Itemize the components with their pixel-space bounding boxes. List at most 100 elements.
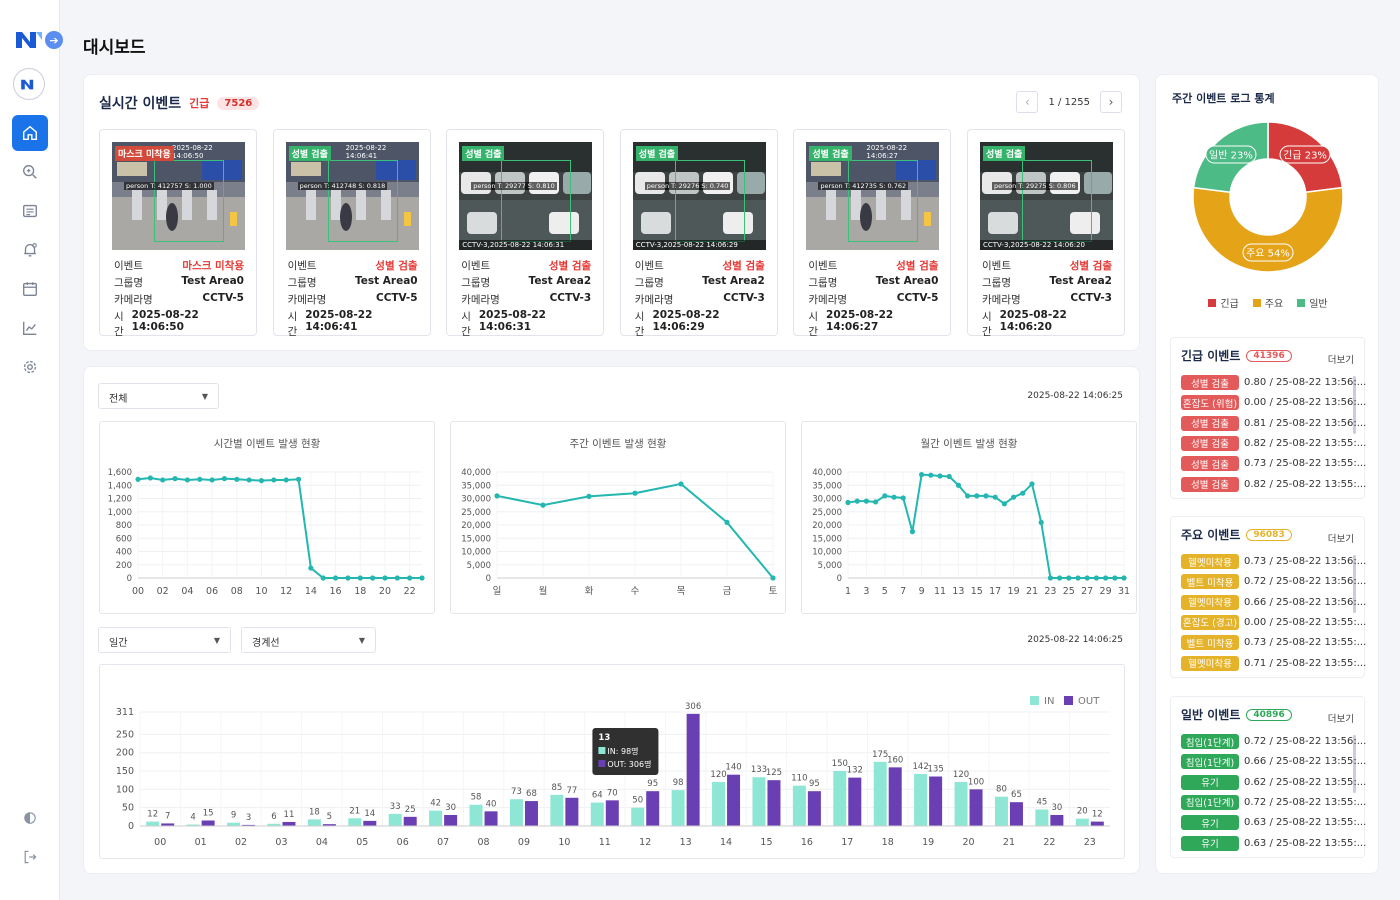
camera-label: 카메라명 xyxy=(808,294,848,306)
expand-sidebar-icon[interactable]: ➔ xyxy=(45,31,63,49)
list-item[interactable]: 성별 검출 0.81 / 25-08-22 13:56:... xyxy=(1181,415,1366,431)
event-card[interactable]: person T: 412735 S: 0.762 2025-08-22 14:… xyxy=(793,129,952,338)
list-item[interactable]: 헬멧미착용 0.71 / 25-08-22 13:55:... xyxy=(1181,655,1366,671)
prev-page-button[interactable]: ‹ xyxy=(1016,91,1039,113)
x-tick-label: 18 xyxy=(882,837,894,848)
area-filter-value: 전체 xyxy=(109,394,128,405)
detection-box xyxy=(1022,160,1092,242)
x-tick-label: 화 xyxy=(585,586,594,597)
list-item[interactable]: 유기 0.63 / 25-08-22 13:55:... xyxy=(1181,835,1366,851)
event-card[interactable]: person T: 29275 S: 0.806 성별 검출 CCTV-3,20… xyxy=(967,129,1125,338)
list-item[interactable]: 벨트 미착용 0.72 / 25-08-22 13:56:... xyxy=(1181,574,1366,590)
more-link[interactable]: 더보기 xyxy=(1327,355,1354,366)
list-item[interactable]: 침입(1단계) 0.72 / 25-08-22 13:56:... xyxy=(1181,734,1366,749)
bar-out xyxy=(403,816,417,826)
bar-in xyxy=(550,794,564,826)
list-item[interactable]: 혼잡도 (위험) 0.00 / 25-08-22 13:56:... xyxy=(1181,395,1366,411)
data-label: 12 xyxy=(1092,810,1103,820)
scrollbar[interactable] xyxy=(1353,735,1356,793)
data-point xyxy=(147,475,153,481)
list-item[interactable]: 성별 검출 0.82 / 25-08-22 13:55:... xyxy=(1181,435,1366,451)
data-label: 73 xyxy=(511,787,522,797)
event-card[interactable]: person T: 412748 S: 0.818 2025-08-22 14:… xyxy=(272,129,431,338)
list-item[interactable]: 헬멧미착용 0.66 / 25-08-22 13:56:... xyxy=(1181,594,1366,610)
list-item[interactable]: 헬멧미착용 0.73 / 25-08-22 13:56:... xyxy=(1181,554,1366,569)
x-tick-label: 15 xyxy=(971,586,983,597)
list-item[interactable]: 성별 검출 0.73 / 25-08-22 13:55:... xyxy=(1181,456,1366,472)
search-zoom-icon[interactable] xyxy=(12,154,48,190)
data-point xyxy=(1001,501,1007,507)
event-card[interactable]: person T: 29277 S: 0.810 성별 검출 CCTV-3,20… xyxy=(446,129,605,338)
bar-in xyxy=(712,782,726,826)
bar-in xyxy=(994,796,1008,826)
x-tick-label: 11 xyxy=(934,586,946,597)
x-tick-label: 25 xyxy=(1063,586,1075,597)
more-link[interactable]: 더보기 xyxy=(1327,714,1354,725)
app-logo[interactable] xyxy=(14,28,44,50)
list-item[interactable]: 침입(1단계) 0.72 / 25-08-22 13:55:... xyxy=(1181,794,1366,810)
event-snapshot[interactable]: person T: 412748 S: 0.818 2025-08-22 14:… xyxy=(285,142,419,250)
legend-label: 일반 xyxy=(1309,299,1328,310)
home-icon[interactable] xyxy=(12,115,48,151)
x-tick-label: 12 xyxy=(639,837,651,848)
period-select[interactable]: 일간 ▼ xyxy=(98,627,231,653)
logout-icon[interactable] xyxy=(12,839,48,875)
list-item[interactable]: 성별 검출 0.80 / 25-08-22 13:56:... xyxy=(1181,375,1366,390)
list-icon[interactable] xyxy=(12,193,48,229)
y-tick-label: 35,000 xyxy=(812,481,842,491)
x-tick-label: 08 xyxy=(231,586,243,597)
bar-legend: IN OUT xyxy=(1030,696,1100,707)
data-label: 65 xyxy=(1011,790,1022,800)
theme-toggle-icon[interactable] xyxy=(12,800,48,836)
data-point xyxy=(882,493,888,499)
legend-label: 긴급 xyxy=(1220,299,1239,310)
event-score-time: 0.63 / 25-08-22 13:55:... xyxy=(1244,817,1367,829)
legend-item[interactable]: 주요 xyxy=(1252,295,1283,310)
hourly-chart-card: 시간별 이벤트 발생 현황 0 200 400 600 800 1,000 1,200 1,4… xyxy=(99,421,435,614)
list-item[interactable]: 혼잡도 (경고) 0.00 / 25-08-22 13:55:... xyxy=(1181,614,1366,630)
x-tick-label: 01 xyxy=(195,837,207,848)
more-link[interactable]: 더보기 xyxy=(1327,534,1354,545)
list-item[interactable]: 침입(1단계) 0.66 / 25-08-22 13:55:... xyxy=(1181,754,1366,770)
x-tick-label: 10 xyxy=(558,837,570,848)
x-tick-label: 20 xyxy=(962,837,974,848)
event-snapshot[interactable]: person T: 412735 S: 0.762 2025-08-22 14:… xyxy=(806,142,940,250)
event-card[interactable]: person T: 412757 S: 1.000 2025-08-22 14:… xyxy=(99,129,257,338)
list-item[interactable]: 유기 0.62 / 25-08-22 13:55:... xyxy=(1181,774,1366,790)
event-type-select[interactable]: 경계선 ▼ xyxy=(241,627,376,653)
x-tick-label: 16 xyxy=(330,586,342,597)
x-tick-label: 06 xyxy=(397,837,409,848)
event-snapshot[interactable]: person T: 29277 S: 0.810 성별 검출 CCTV-3,20… xyxy=(459,142,593,250)
chart-icon[interactable] xyxy=(12,310,48,346)
bar-out xyxy=(322,824,336,826)
event-snapshot[interactable]: person T: 29275 S: 0.806 성별 검출 CCTV-3,20… xyxy=(980,142,1113,250)
calendar-edit-icon[interactable] xyxy=(12,271,48,307)
avatar[interactable] xyxy=(13,68,45,100)
detection-label: person T: 412735 S: 0.762 xyxy=(818,182,909,190)
list-item[interactable]: 성별 검출 0.82 / 25-08-22 13:55:... xyxy=(1181,476,1366,492)
bar-in xyxy=(792,785,806,826)
scrollbar[interactable] xyxy=(1353,376,1356,434)
y-tick-label: 5,000 xyxy=(818,561,842,571)
data-point xyxy=(172,476,178,482)
scrollbar[interactable] xyxy=(1353,555,1356,613)
event-value: 성별 검출 xyxy=(722,260,765,272)
list-item[interactable]: 유기 0.63 / 25-08-22 13:55:... xyxy=(1181,815,1367,831)
event-card[interactable]: person T: 29276 S: 0.740 성별 검출 CCTV-3,20… xyxy=(619,129,778,338)
bar-out xyxy=(1050,815,1064,826)
slice-label-text: 주요 54% xyxy=(1246,249,1290,260)
area-filter-select[interactable]: 전체 ▼ xyxy=(98,383,219,409)
list-item[interactable]: 벨트 미착용 0.73 / 25-08-22 13:55:... xyxy=(1181,635,1366,651)
bar-in xyxy=(307,819,321,826)
x-tick-label: 20 xyxy=(379,586,391,597)
legend-item[interactable]: 긴급 xyxy=(1208,295,1239,310)
settings-gear-icon[interactable] xyxy=(12,349,48,385)
alarm-icon[interactable] xyxy=(12,232,48,268)
next-page-button[interactable]: › xyxy=(1100,91,1122,113)
event-snapshot[interactable]: person T: 412757 S: 1.000 2025-08-22 14:… xyxy=(112,142,245,250)
legend-swatch-out xyxy=(1064,696,1073,705)
data-point xyxy=(1011,494,1017,500)
event-snapshot[interactable]: person T: 29276 S: 0.740 성별 검출 CCTV-3,20… xyxy=(632,142,766,250)
legend-item[interactable]: 일반 xyxy=(1297,295,1328,310)
data-point xyxy=(845,499,851,506)
